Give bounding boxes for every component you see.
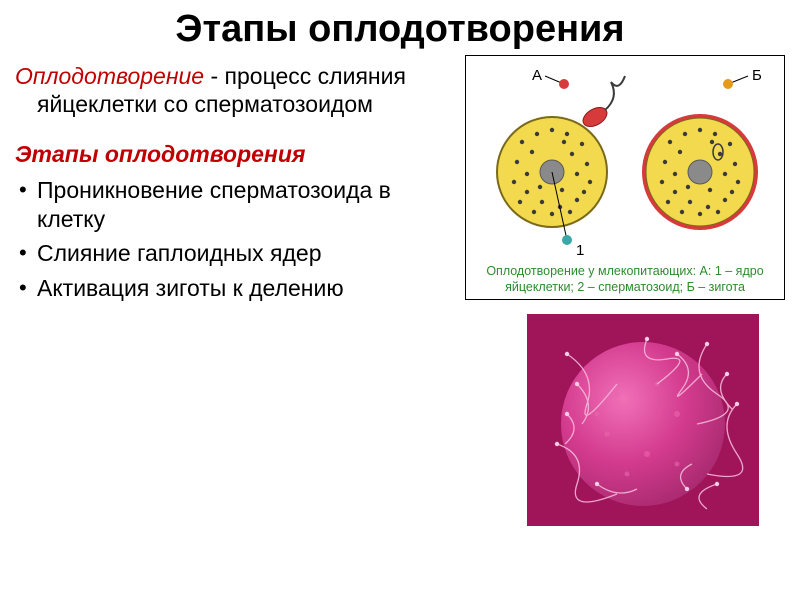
dot-1-icon (562, 235, 572, 245)
definition-text-rest: яйцеклетки со сперматозоидом (15, 90, 422, 119)
diagram-svg: А Б (472, 62, 780, 262)
definition-term: Оплодотворение (15, 63, 204, 89)
dot-A-icon (559, 79, 569, 89)
diagram-caption: Оплодотворение у млекопитающих: А: 1 – я… (472, 262, 778, 295)
stages-list: Проникновение сперматозоида в клетку Сли… (15, 176, 422, 303)
label-1: 1 (576, 242, 584, 259)
fertilization-diagram: А Б (465, 55, 785, 300)
definition-sep: - (204, 63, 224, 89)
content-row: Оплодотворение - процесс слияния яйцекле… (0, 55, 800, 526)
label-B: Б (752, 67, 762, 84)
dot-B-icon (723, 79, 733, 89)
sperm-icon (580, 76, 625, 130)
slide-title: Этапы оплодотворения (0, 0, 800, 55)
label-A: А (532, 67, 542, 84)
egg-photo-svg (527, 314, 759, 526)
list-item: Проникновение сперматозоида в клетку (15, 176, 422, 234)
definition-block: Оплодотворение - процесс слияния яйцекле… (15, 63, 422, 119)
image-column: А Б (432, 55, 785, 526)
list-item: Активация зиготы к делению (15, 274, 422, 303)
egg-photo (527, 314, 759, 526)
text-column: Оплодотворение - процесс слияния яйцекле… (15, 55, 422, 526)
list-item: Слияние гаплоидных ядер (15, 239, 422, 268)
nucleus-B (688, 160, 712, 184)
stages-heading: Этапы оплодотворения (15, 141, 422, 168)
definition-text-first: процесс слияния (225, 63, 406, 89)
